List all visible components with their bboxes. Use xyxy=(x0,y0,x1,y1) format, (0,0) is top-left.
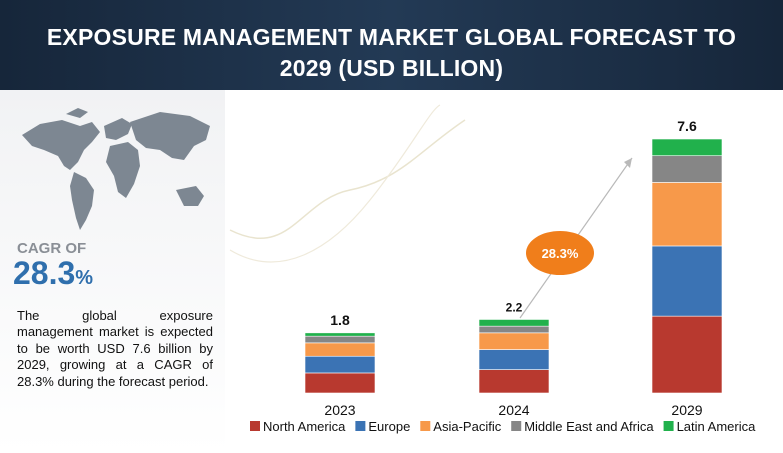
legend-label: Asia-Pacific xyxy=(433,419,501,434)
cagr-number: 28.3 xyxy=(13,255,76,291)
bar-segment xyxy=(478,325,550,334)
x-tick-label: 2024 xyxy=(498,402,529,418)
bar-segment xyxy=(478,332,550,350)
bar-segment xyxy=(304,372,376,394)
x-tick-label: 2023 xyxy=(324,402,355,418)
bar-segment xyxy=(651,245,723,317)
decor-curve xyxy=(229,119,466,240)
bar-segment xyxy=(651,138,723,157)
description: The global exposure management market is… xyxy=(17,308,213,389)
legend-swatch xyxy=(663,421,674,431)
total-label: 1.8 xyxy=(330,312,350,328)
legend-swatch xyxy=(420,421,431,431)
cagr-label: CAGR OF xyxy=(17,240,87,257)
legend-label: Middle East and Africa xyxy=(524,419,654,434)
banner: EXPOSURE MANAGEMENT MARKET GLOBAL FORECA… xyxy=(0,0,783,90)
arrow-head xyxy=(624,158,632,168)
legend-label: Latin America xyxy=(677,419,757,434)
bar-segment xyxy=(304,342,376,357)
bar-segment xyxy=(478,319,550,327)
total-label: 7.6 xyxy=(677,118,697,134)
bar-segment xyxy=(304,355,376,374)
bar-segment xyxy=(478,369,550,394)
bar-segment xyxy=(651,182,723,247)
bar-segment xyxy=(651,155,723,183)
total-label: 2.2 xyxy=(506,300,523,314)
legend-swatch xyxy=(511,421,522,431)
cagr-bubble xyxy=(526,231,594,275)
world-map xyxy=(22,108,210,230)
legend-label: Europe xyxy=(368,419,410,434)
legend-label: North America xyxy=(263,419,346,434)
cagr-bubble-label: 28.3% xyxy=(542,246,579,261)
x-tick-label: 2029 xyxy=(671,402,702,418)
bar-segment xyxy=(651,315,723,394)
legend-swatch xyxy=(355,421,366,431)
title: EXPOSURE MANAGEMENT MARKET GLOBAL FORECA… xyxy=(46,24,737,81)
decor-curve xyxy=(229,104,441,263)
bar-segment xyxy=(304,335,376,344)
cagr-value: 28.3% xyxy=(13,255,93,292)
legend-swatch xyxy=(250,421,260,431)
bar-segment xyxy=(304,332,376,337)
bar-segment xyxy=(478,349,550,370)
cagr-unit: % xyxy=(75,267,94,289)
